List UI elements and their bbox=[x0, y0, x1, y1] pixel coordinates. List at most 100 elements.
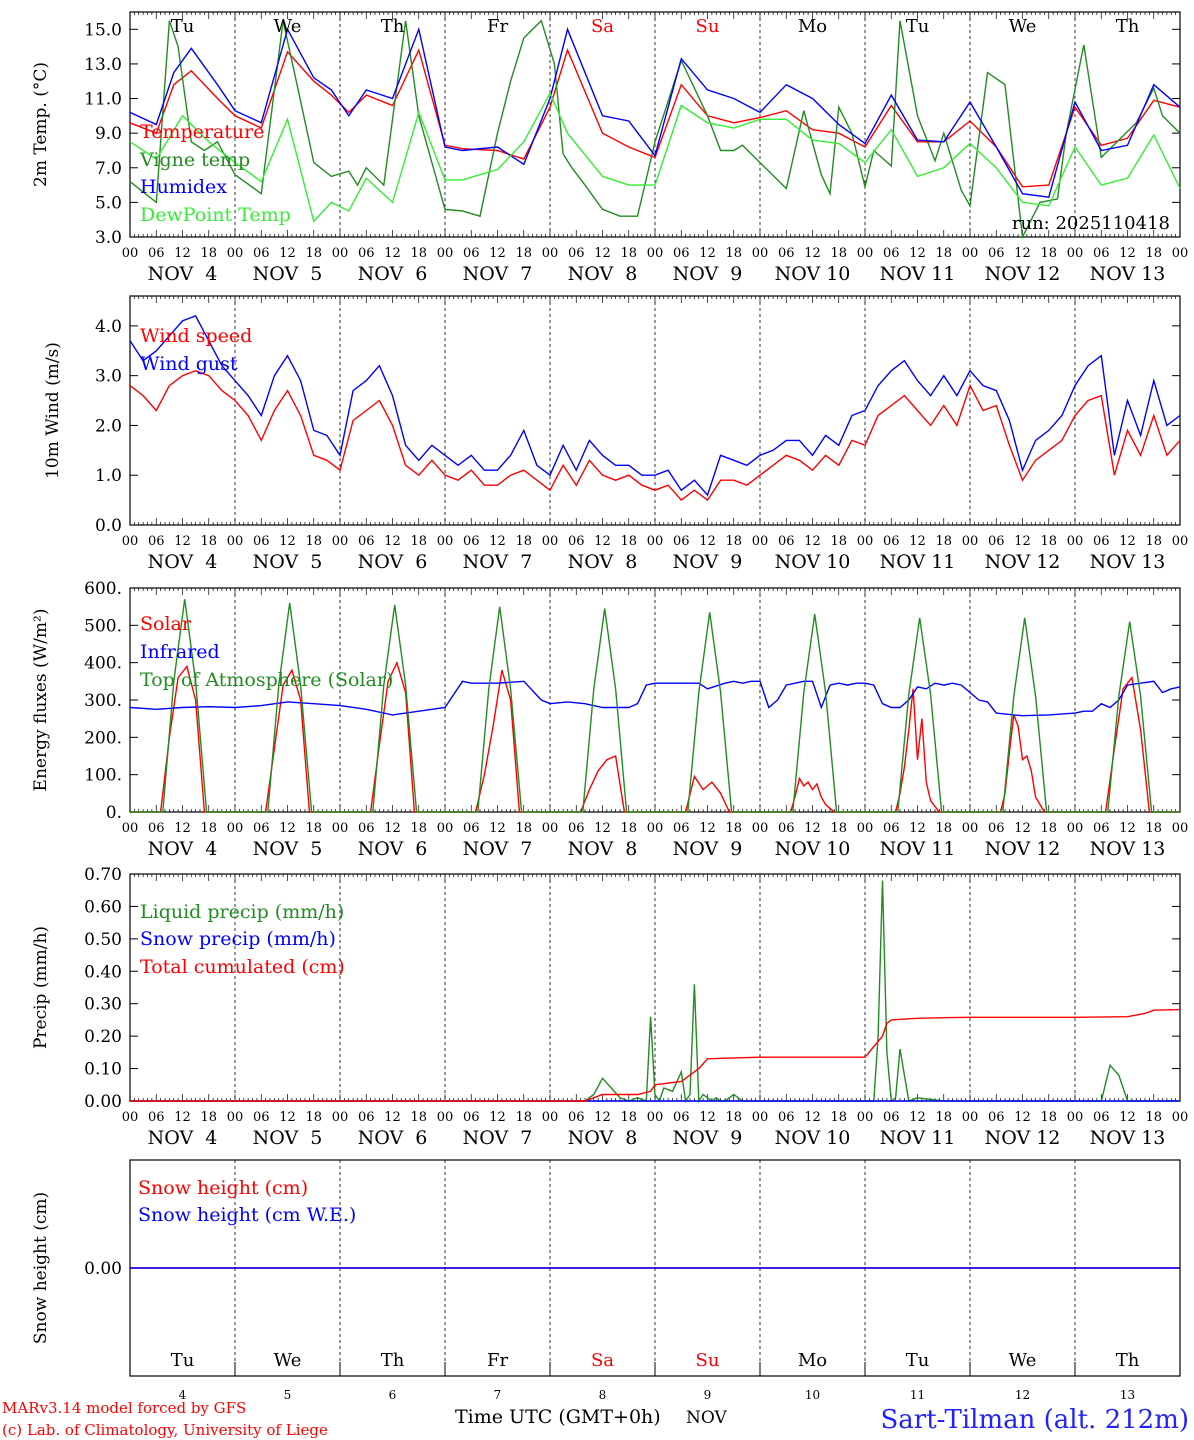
wind-panel: 0.0 1.0 2.0 3.0 4.0 10m Wind (m/s) Wind speed W… bbox=[43, 295, 1189, 573]
day-number-label: 13 bbox=[1120, 1388, 1135, 1402]
date-label: NOV 5 bbox=[253, 263, 323, 285]
hour-tick-label: 06 bbox=[883, 246, 900, 261]
hour-tick-label: 00 bbox=[332, 1110, 349, 1125]
hour-tick-label: 18 bbox=[620, 246, 637, 261]
hour-tick-label: 06 bbox=[778, 821, 795, 836]
y-tick-label: 300. bbox=[84, 691, 122, 711]
date-label: NOV 12 bbox=[985, 551, 1061, 573]
y-tick-label: 7.0 bbox=[95, 159, 122, 179]
hour-tick-label: 18 bbox=[515, 821, 532, 836]
date-label: NOV 11 bbox=[880, 838, 956, 860]
y-tick-label: 15.0 bbox=[84, 20, 122, 40]
hour-tick-label: 06 bbox=[1093, 821, 1110, 836]
hour-tick-label: 12 bbox=[804, 821, 821, 836]
hour-tick-label: 18 bbox=[1145, 1110, 1162, 1125]
footer-credit-line: (c) Lab. of Climatology, University of L… bbox=[2, 1421, 328, 1439]
hour-tick-label: 12 bbox=[1014, 821, 1031, 836]
run-annotation: run: 2025110418 bbox=[1012, 213, 1170, 234]
hour-tick-label: 06 bbox=[883, 821, 900, 836]
date-label: NOV 12 bbox=[985, 838, 1061, 860]
hour-tick-label: 18 bbox=[830, 534, 847, 549]
date-label: NOV 9 bbox=[673, 551, 743, 573]
hour-tick-label: 12 bbox=[909, 1110, 926, 1125]
hour-tick-label: 00 bbox=[1172, 534, 1189, 549]
hour-tick-label: 12 bbox=[384, 246, 401, 261]
hour-tick-label: 18 bbox=[200, 246, 217, 261]
hour-tick-label: 12 bbox=[804, 246, 821, 261]
temp-series-humidex bbox=[129, 26, 1181, 198]
hour-tick-label: 06 bbox=[148, 246, 165, 261]
hour-tick-label: 06 bbox=[358, 821, 375, 836]
hour-tick-label: 06 bbox=[568, 1110, 585, 1125]
hour-tick-label: 18 bbox=[1145, 246, 1162, 261]
y-tick-label: 9.0 bbox=[95, 124, 122, 144]
snow-ylabel: Snow height (cm) bbox=[31, 1192, 51, 1344]
y-tick-label: 2.0 bbox=[95, 416, 122, 436]
day-number-label: 9 bbox=[704, 1388, 712, 1402]
snow-panel: 0.00 Snow height (cm) Snow height (cm) Snow… bbox=[31, 1159, 1181, 1402]
y-tick-label: 3.0 bbox=[95, 367, 122, 387]
day-abbr-label: Th bbox=[1116, 1350, 1140, 1371]
hour-tick-label: 06 bbox=[148, 821, 165, 836]
hour-tick-label: 18 bbox=[200, 534, 217, 549]
date-label: NOV 6 bbox=[358, 263, 428, 285]
hour-tick-label: 12 bbox=[489, 534, 506, 549]
hour-tick-label: 18 bbox=[305, 821, 322, 836]
hour-tick-label: 18 bbox=[725, 1110, 742, 1125]
hour-tick-label: 00 bbox=[647, 246, 664, 261]
hour-tick-label: 06 bbox=[463, 1110, 480, 1125]
hour-tick-label: 00 bbox=[752, 1110, 769, 1125]
day-abbr-label: Su bbox=[696, 16, 720, 37]
y-tick-label: 100. bbox=[84, 766, 122, 786]
date-label: NOV 4 bbox=[148, 551, 218, 573]
hour-tick-label: 12 bbox=[489, 1110, 506, 1125]
hour-tick-label: 12 bbox=[594, 534, 611, 549]
wind-ylabel: 10m Wind (m/s) bbox=[43, 342, 63, 479]
hour-tick-label: 12 bbox=[279, 1110, 296, 1125]
date-label: NOV 9 bbox=[673, 1127, 743, 1149]
day-number-label: 7 bbox=[494, 1388, 502, 1402]
precip-panel: 0.00 0.10 0.20 0.30 0.40 0.50 0.60 0.70 Precip (… bbox=[31, 865, 1188, 1149]
date-label: NOV 6 bbox=[358, 838, 428, 860]
precip-legend-entry: Liquid precip (mm/h) bbox=[140, 901, 344, 923]
temp-panel: 3.0 5.0 7.0 9.0 11.0 13.0 15.0 2m Temp. (°C) Tem… bbox=[31, 11, 1188, 285]
hour-tick-label: 00 bbox=[227, 534, 244, 549]
date-label: NOV 8 bbox=[568, 1127, 638, 1149]
hour-tick-label: 00 bbox=[122, 821, 139, 836]
hour-tick-label: 06 bbox=[1093, 1110, 1110, 1125]
date-label: NOV 5 bbox=[253, 1127, 323, 1149]
hour-tick-label: 06 bbox=[148, 1110, 165, 1125]
temp-legend-entry: Humidex bbox=[140, 176, 227, 198]
hour-tick-label: 06 bbox=[778, 1110, 795, 1125]
hour-tick-label: 00 bbox=[647, 534, 664, 549]
day-number-label: 11 bbox=[910, 1388, 925, 1402]
y-tick-label: 4.0 bbox=[95, 317, 122, 337]
hour-tick-label: 12 bbox=[804, 1110, 821, 1125]
hour-tick-label: 06 bbox=[1093, 246, 1110, 261]
hour-tick-label: 06 bbox=[463, 534, 480, 549]
day-abbr-label: Tu bbox=[171, 1350, 195, 1371]
hour-tick-label: 06 bbox=[253, 1110, 270, 1125]
energy-panel: 0. 100. 200. 300. 400. 500. 600. Energy fluxes … bbox=[31, 579, 1188, 860]
hour-tick-label: 18 bbox=[410, 1110, 427, 1125]
hour-tick-label: 18 bbox=[305, 534, 322, 549]
date-label: NOV 6 bbox=[358, 551, 428, 573]
hour-tick-label: 00 bbox=[962, 534, 979, 549]
energy-series-top-of-atmosphere-solar- bbox=[130, 599, 1180, 813]
hour-tick-label: 12 bbox=[279, 821, 296, 836]
y-tick-label: 11.0 bbox=[84, 90, 122, 110]
hour-tick-label: 00 bbox=[122, 246, 139, 261]
date-label: NOV 10 bbox=[775, 838, 851, 860]
hour-tick-label: 06 bbox=[988, 246, 1005, 261]
precip-legend-entry: Total cumulated (cm) bbox=[140, 956, 345, 978]
hour-tick-label: 06 bbox=[358, 534, 375, 549]
hour-tick-label: 06 bbox=[463, 821, 480, 836]
hour-tick-label: 06 bbox=[673, 1110, 690, 1125]
y-tick-label: 400. bbox=[84, 654, 122, 674]
date-label: NOV 6 bbox=[358, 1127, 428, 1149]
day-abbr-label: We bbox=[1009, 16, 1037, 37]
hour-tick-label: 12 bbox=[279, 246, 296, 261]
hour-tick-label: 06 bbox=[568, 534, 585, 549]
day-abbr-label: Tu bbox=[906, 16, 930, 37]
hour-tick-label: 12 bbox=[699, 821, 716, 836]
